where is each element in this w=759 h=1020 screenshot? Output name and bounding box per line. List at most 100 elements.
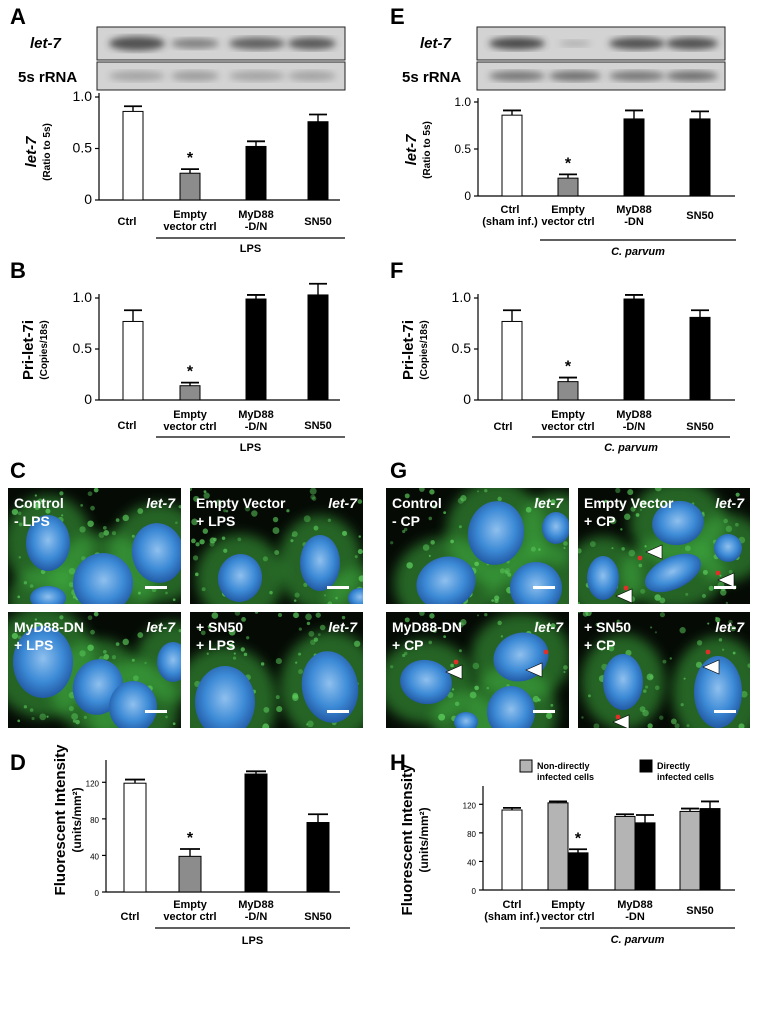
green-speckle — [298, 652, 302, 656]
green-speckle — [87, 491, 93, 497]
green-speckle — [133, 675, 139, 682]
category-label: Empty — [173, 899, 208, 911]
green-speckle — [578, 548, 582, 554]
green-speckle — [17, 595, 21, 599]
green-speckle — [244, 505, 251, 512]
significance-star: * — [565, 155, 572, 172]
green-speckle — [358, 575, 363, 582]
micro-sublabel: + CP — [392, 637, 424, 653]
green-speckle — [165, 715, 168, 719]
green-speckle — [680, 703, 684, 707]
green-speckle — [720, 589, 727, 596]
green-speckle — [275, 658, 282, 665]
bar — [245, 298, 267, 401]
micro-g4: + SN50 + CP let-7 — [578, 612, 750, 728]
micro-tag: let-7 — [146, 619, 176, 635]
green-speckle — [209, 541, 215, 547]
category-label: -DN — [624, 216, 644, 228]
micro-label: MyD88-DN — [392, 619, 462, 635]
green-speckle — [298, 669, 303, 675]
green-speckle — [458, 525, 462, 529]
green-speckle — [593, 723, 600, 728]
membrane-stain — [8, 566, 88, 604]
micro-label: + SN50 — [196, 619, 243, 635]
green-speckle — [93, 488, 99, 493]
blot-a-5s-band-2 — [229, 71, 285, 81]
blot-label-let7: let-7 — [420, 35, 452, 52]
green-speckle — [659, 597, 666, 604]
green-speckle — [165, 591, 168, 595]
micro-label: Empty Vector — [584, 495, 674, 511]
green-speckle — [429, 489, 435, 495]
green-speckle — [80, 504, 84, 507]
category-label: Empty — [551, 899, 586, 911]
green-speckle — [538, 548, 541, 551]
green-speckle — [589, 541, 596, 547]
green-speckle — [644, 545, 647, 548]
green-speckle — [738, 723, 745, 728]
panel-letter-d: D — [10, 750, 26, 775]
legend-label: infected cells — [537, 772, 594, 782]
green-speckle — [232, 656, 237, 660]
green-speckle — [486, 686, 490, 690]
green-speckle — [131, 658, 135, 662]
green-speckle — [620, 503, 624, 506]
green-speckle — [206, 652, 209, 655]
green-speckle — [295, 661, 298, 664]
category-label: vector ctrl — [163, 421, 216, 433]
green-speckle — [178, 629, 181, 633]
scale-bar — [533, 710, 555, 713]
category-label: vector ctrl — [541, 216, 594, 228]
y-axis-sublabel: (Ratio to 5s) — [42, 123, 53, 181]
micro-label: + SN50 — [584, 619, 631, 635]
green-speckle — [311, 496, 317, 501]
green-speckle — [221, 536, 226, 540]
green-speckle — [587, 694, 591, 698]
green-speckle — [103, 654, 110, 660]
category-label: SN50 — [304, 911, 332, 923]
micro-tag: let-7 — [534, 495, 564, 511]
green-speckle — [144, 661, 147, 665]
parasite-punctum — [543, 649, 549, 655]
y-tick-label: 1.0 — [452, 289, 472, 305]
green-speckle — [203, 490, 207, 494]
micro-g3-content: MyD88-DN + CP let-7 — [386, 612, 569, 728]
green-speckle — [460, 619, 467, 626]
micro-label: Empty Vector — [196, 495, 286, 511]
micro-g2: Empty Vector + CP let-7 — [578, 488, 750, 604]
green-speckle — [723, 518, 728, 524]
nucleus — [131, 523, 181, 583]
green-speckle — [90, 629, 95, 635]
green-speckle — [604, 499, 608, 503]
nucleus — [400, 659, 452, 705]
micro-sublabel: - LPS — [14, 513, 50, 529]
green-speckle — [90, 505, 95, 511]
arrowhead-icon — [717, 572, 735, 588]
green-speckle — [696, 640, 703, 646]
green-speckle — [581, 716, 584, 719]
y-tick-label: 40 — [467, 858, 476, 867]
micro-sublabel: + LPS — [196, 513, 235, 529]
green-speckle — [263, 706, 270, 713]
green-speckle — [11, 632, 19, 640]
green-speckle — [68, 567, 76, 575]
micro-c1: Control - LPS let-7 — [8, 488, 181, 604]
scale-bar — [145, 710, 167, 713]
green-speckle — [500, 635, 504, 638]
green-speckle — [233, 652, 236, 655]
green-speckle — [137, 508, 144, 514]
green-speckle — [422, 544, 430, 551]
legend-label: Non-directly — [537, 761, 590, 771]
green-speckle — [443, 635, 447, 639]
green-speckle — [262, 556, 268, 562]
green-speckle — [491, 599, 495, 602]
micro-label: Control — [14, 495, 64, 511]
y-tick-label: 0 — [464, 189, 471, 203]
green-speckle — [341, 530, 348, 536]
green-speckle — [335, 596, 338, 600]
green-speckle — [550, 623, 556, 629]
y-tick-label: 80 — [90, 816, 99, 825]
green-speckle — [46, 715, 49, 718]
bar — [689, 118, 711, 197]
nucleus — [510, 562, 562, 604]
